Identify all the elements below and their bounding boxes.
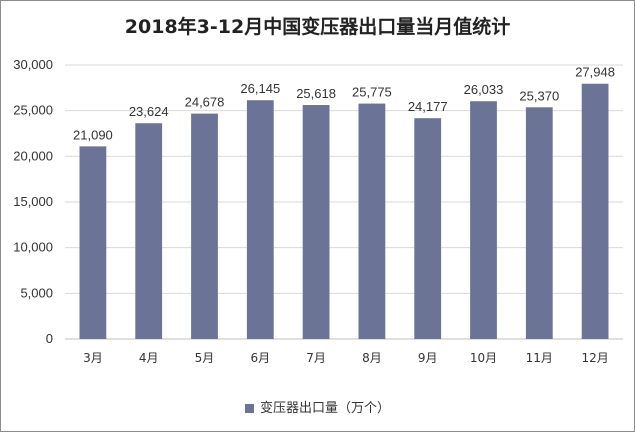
bar <box>191 113 218 339</box>
x-tick-label: 3月 <box>83 351 103 365</box>
data-label: 24,678 <box>185 95 225 110</box>
data-label: 26,033 <box>464 82 504 97</box>
y-tick-label: 20,000 <box>13 148 53 163</box>
x-tick-label: 7月 <box>306 351 326 365</box>
bar <box>302 105 330 339</box>
data-label: 25,775 <box>352 85 392 100</box>
x-tick-label: 5月 <box>195 351 215 365</box>
data-label: 21,090 <box>73 127 113 142</box>
y-tick-label: 15,000 <box>13 194 53 209</box>
bar <box>414 118 442 339</box>
data-label: 25,370 <box>519 88 559 103</box>
data-label: 25,618 <box>296 86 336 101</box>
y-tick-label: 10,000 <box>13 240 53 255</box>
legend-label: 变压器出口量（万个） <box>259 401 390 416</box>
y-tick-label: 30,000 <box>13 57 53 72</box>
x-tick-label: 10月 <box>470 351 497 365</box>
y-tick-label: 5,000 <box>20 285 53 300</box>
legend: 变压器出口量（万个） <box>1 397 634 416</box>
y-tick-label: 25,000 <box>13 103 53 118</box>
y-tick-label: 0 <box>46 331 53 346</box>
x-tick-label: 6月 <box>250 351 270 365</box>
x-tick-label: 9月 <box>418 351 438 365</box>
chart-title: 2018年3-12月中国变压器出口量当月值统计 <box>124 16 511 38</box>
bar <box>358 103 386 339</box>
legend-swatch <box>244 404 254 413</box>
bar <box>135 123 163 339</box>
bar <box>470 101 497 339</box>
x-tick-label: 4月 <box>139 351 159 365</box>
bar <box>79 146 107 339</box>
bar <box>581 83 609 339</box>
x-tick-label: 11月 <box>526 351 553 365</box>
bar <box>525 107 553 340</box>
bar <box>246 100 274 339</box>
x-tick-label: 8月 <box>362 351 382 365</box>
x-tick-label: 12月 <box>581 351 608 365</box>
data-label: 26,145 <box>240 81 280 96</box>
data-label: 27,948 <box>575 65 615 80</box>
data-label: 24,177 <box>408 99 448 114</box>
data-label: 23,624 <box>129 104 169 119</box>
